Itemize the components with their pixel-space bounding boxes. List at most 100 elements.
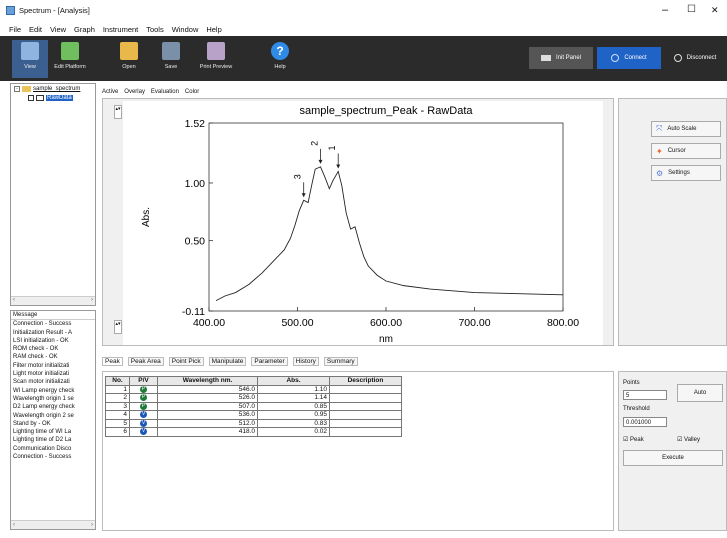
tab-peak[interactable]: Peak [102, 357, 123, 366]
message-item: Connection - Success [13, 454, 72, 461]
message-scrollbar[interactable]: ‹ › [11, 520, 95, 529]
cursor-label: Cursor [667, 148, 686, 154]
tree-root-label: sample_spectrum [33, 86, 81, 92]
wavelength-cell: 526.0 [157, 393, 258, 403]
expand-icon[interactable]: - [14, 86, 20, 92]
save-button[interactable]: Save [153, 40, 189, 78]
peak-checkbox[interactable]: ☑ Peak [623, 437, 644, 443]
table-row[interactable]: 3 P 507.0 0.85 [105, 401, 402, 411]
settings-label: Settings [668, 170, 690, 176]
cursor-button[interactable]: ✦ Cursor [651, 143, 721, 159]
app-icon [6, 6, 15, 15]
tab-evaluation[interactable]: Evaluation [150, 89, 179, 95]
menu-instrument[interactable]: Instrument [102, 25, 139, 34]
message-item: Scan motor initializati [13, 379, 70, 386]
minimize-button[interactable]: – [662, 4, 669, 16]
message-item: LSI initialization - OK [13, 337, 69, 344]
tree-root[interactable]: - sample_spectrum [14, 86, 80, 92]
message-item: Wavelength origin 2 se [13, 412, 74, 419]
col-wavelength[interactable]: Wavelength nm. [157, 376, 258, 386]
printer-icon [207, 42, 225, 60]
menu-view[interactable]: View [49, 25, 67, 34]
peak-table: No. P/V Wavelength nm. Abs. Description … [105, 376, 402, 437]
menu-file[interactable]: File [9, 25, 22, 34]
auto-scale-button[interactable]: ⤧ Auto Scale [651, 121, 721, 137]
tab-point-pick[interactable]: Point Pick [168, 357, 204, 366]
x-tick-label: 600.00 [370, 317, 402, 329]
menu-help[interactable]: Help [206, 25, 222, 34]
tab-overlay[interactable]: Overlay [124, 89, 145, 95]
init-panel-button[interactable]: Init Panel [529, 47, 593, 69]
zoom-in-button[interactable]: ▴▾ [114, 105, 122, 119]
col-pv[interactable]: P/V [129, 376, 158, 386]
message-item: WI Lamp energy check [13, 387, 75, 394]
no-cell: 1 [105, 384, 130, 394]
table-row[interactable]: 5 V 512.0 0.83 [105, 418, 402, 428]
auto-button[interactable]: Auto [677, 384, 723, 402]
tab-active[interactable]: Active [102, 89, 119, 95]
settings-button[interactable]: ⚙ Settings [651, 165, 721, 181]
table-row[interactable]: 6 V 418.0 0.02 [105, 427, 402, 437]
col-description[interactable]: Description [329, 376, 402, 386]
table-row[interactable]: 1 P 546.0 1.10 [105, 384, 402, 394]
col-no[interactable]: No. [105, 376, 130, 386]
x-axis-label: nm [379, 334, 393, 345]
menu-window[interactable]: Window [171, 25, 199, 34]
init-panel-label: Init Panel [555, 55, 582, 61]
no-cell: 2 [105, 393, 130, 403]
open-button[interactable]: Open [111, 40, 147, 78]
save-label: Save [164, 64, 178, 70]
zoom-out-button[interactable]: ▴▾ [114, 320, 122, 334]
menu-graph[interactable]: Graph [74, 25, 95, 34]
disconnect-label: Disconnect [686, 55, 717, 61]
connect-button[interactable]: Connect [597, 47, 661, 69]
description-cell [329, 393, 402, 403]
tree-child[interactable]: RawData [28, 95, 73, 101]
view-button[interactable]: View [12, 40, 48, 78]
maximize-button[interactable]: ☐ [687, 4, 696, 15]
y-tick-label: 0.50 [185, 236, 206, 248]
tab-manipulate[interactable]: Manipulate [208, 357, 247, 366]
disconnect-button[interactable]: Disconnect [664, 47, 726, 69]
folder-icon [22, 86, 31, 92]
tab-summary[interactable]: Summary [323, 357, 358, 366]
auto-scale-label: Auto Scale [667, 126, 697, 132]
print-preview-button[interactable]: Print Preview [196, 40, 236, 78]
execute-button[interactable]: Execute [623, 450, 723, 466]
tab-parameter[interactable]: Parameter [251, 357, 288, 366]
table-row[interactable]: 4 V 536.0 0.95 [105, 410, 402, 420]
window-title: Spectrum - [Analysis] [19, 6, 90, 15]
help-button[interactable]: ? Help [262, 40, 298, 78]
message-item: Connection - Success [13, 321, 72, 328]
points-input[interactable]: 5 [623, 390, 667, 400]
peak-icon: P [140, 394, 147, 402]
checkbox-icon[interactable] [28, 95, 34, 101]
tab-history[interactable]: History [292, 357, 319, 366]
tab-peak-area[interactable]: Peak Area [127, 357, 164, 366]
spectrum-chart[interactable]: sample_spectrum_Peak - RawData nm Abs. 400.… [123, 101, 603, 345]
message-item: Initialization Result - A [13, 329, 73, 336]
y-tick-label: -0.11 [182, 306, 205, 318]
data-icon [36, 95, 44, 101]
message-item: Filter motor initializati [13, 362, 70, 369]
threshold-input[interactable]: 0.001000 [623, 417, 667, 427]
menu-edit[interactable]: Edit [29, 25, 42, 34]
tab-color[interactable]: Color [184, 89, 200, 95]
print-preview-label: Print Preview [199, 64, 233, 70]
menu-tools[interactable]: Tools [146, 25, 164, 34]
wavelength-cell: 536.0 [157, 410, 258, 420]
message-item: D2 Lamp energy check [13, 404, 75, 411]
abs-cell: 1.10 [257, 384, 330, 394]
panel-icon [540, 55, 551, 61]
edit-platform-label: Edit Platform [54, 64, 86, 70]
close-button[interactable]: ✕ [711, 5, 719, 15]
table-row[interactable]: 2 P 526.0 1.14 [105, 393, 402, 403]
x-tick-label: 800.00 [547, 317, 579, 329]
valley-checkbox[interactable]: ☑ Valley [677, 437, 700, 443]
edit-platform-button[interactable]: Edit Platform [52, 40, 88, 78]
toolbar: View Edit Platform Open Save Print Previ… [0, 36, 727, 81]
description-cell [329, 410, 402, 420]
message-item: Communication Disco [13, 445, 72, 452]
tree-scrollbar[interactable]: ‹ › [11, 296, 95, 305]
col-abs[interactable]: Abs. [257, 376, 330, 386]
